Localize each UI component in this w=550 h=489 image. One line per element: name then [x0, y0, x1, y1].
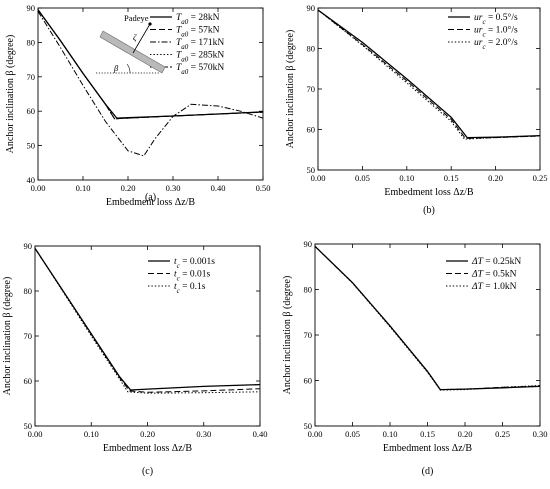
y-tick-label: 50: [27, 141, 36, 151]
y-tick-label: 60: [24, 376, 33, 386]
padeye-label: Padeye: [124, 13, 149, 23]
legend-entry: urc = 2.0°/s: [474, 37, 518, 51]
series-line-2: [314, 245, 541, 391]
x-axis-label: Embedment loss Δz/B: [106, 197, 196, 208]
y-tick-label: 70: [27, 72, 36, 82]
y-axis-label: Anchor inclination β (degree): [2, 277, 13, 396]
x-tick-label: 0.25: [495, 429, 510, 439]
x-tick-label: 0.30: [166, 183, 181, 193]
y-tick-label: 40: [27, 175, 36, 185]
x-tick-label: 0.25: [533, 173, 548, 183]
legend-entry: urc = 0.5°/s: [474, 12, 518, 26]
x-tick-label: 0.10: [84, 429, 99, 439]
y-tick-label: 60: [304, 376, 313, 386]
x-tick-label: 0.30: [533, 429, 548, 439]
chart-panel-d: 0.00 0.05 0.10 0.15 0.20 0.25 0.30 50 60 70 80 90 Em…: [282, 239, 547, 477]
y-tick-label: 70: [24, 331, 33, 341]
legend-entry: ΔT = 1.0kN: [471, 282, 517, 292]
series-line-1: [314, 245, 541, 391]
x-tick-label: 0.00: [28, 429, 43, 439]
y-tick-label: 80: [304, 285, 313, 295]
y-tick-label: 90: [307, 3, 316, 13]
legend-entry: Ta0 = 28kN: [176, 13, 220, 26]
legend-entry: tc = 0.1s: [174, 282, 206, 295]
panel-label: (c): [142, 466, 153, 477]
series-line-1: [34, 247, 261, 391]
legend-entry: Ta0 = 570kN: [176, 63, 224, 76]
anchor-schematic: Padeye β ζ: [96, 13, 166, 74]
x-tick-label: 0.20: [140, 429, 155, 439]
zeta-label: ζ: [133, 32, 137, 42]
y-tick-label: 70: [304, 330, 313, 340]
x-tick-label: 0.05: [345, 429, 360, 439]
y-tick-label: 90: [27, 3, 36, 13]
y-tick-label: 80: [27, 37, 36, 47]
y-axis-label: Anchor inclination β (degree): [285, 30, 296, 149]
series-line-3: [37, 11, 264, 157]
x-tick-label: 0.05: [355, 173, 370, 183]
padeye-shank-line: [132, 23, 151, 54]
padeye-point: [148, 22, 152, 26]
anchor-plate-shape: [99, 30, 166, 74]
panel-label: (a): [145, 192, 156, 203]
y-tick-label: 70: [307, 84, 316, 94]
x-axis-label: Embedment loss Δz/B: [103, 443, 193, 454]
legend-entry: Ta0 = 171kN: [176, 38, 224, 51]
y-tick-label: 60: [307, 125, 316, 135]
x-tick-label: 0.50: [256, 183, 271, 193]
y-tick-label: 80: [24, 286, 33, 296]
x-tick-label: 0.00: [311, 173, 326, 183]
series-line-5: [37, 9, 264, 120]
series-line-3: [317, 9, 541, 140]
x-tick-label: 0.40: [253, 429, 268, 439]
x-tick-label: 0.10: [76, 183, 91, 193]
plot-frame: [34, 245, 261, 427]
x-tick-label: 0.00: [31, 183, 46, 193]
y-axis-label: Anchor inclination β (degree): [282, 276, 293, 395]
legend-entry: ΔT = 0.25kN: [471, 257, 521, 267]
beta-label: β: [113, 63, 119, 73]
y-tick-label: 60: [27, 106, 36, 116]
y-tick-label: 80: [307, 44, 316, 54]
x-tick-label: 0.20: [458, 429, 473, 439]
legend-entry: tc = 0.001s: [174, 257, 215, 270]
legend-entry: Ta0 = 285kN: [176, 51, 224, 64]
x-tick-label: 0.15: [420, 429, 435, 439]
y-tick-label: 50: [307, 165, 316, 175]
x-tick-label: 0.20: [488, 173, 503, 183]
y-tick-label: 50: [24, 421, 33, 431]
x-axis-label: Embedment loss Δz/B: [384, 187, 474, 198]
series-line-2: [34, 248, 261, 393]
legend-entry: urc = 1.0°/s: [474, 25, 518, 39]
y-axis-label: Anchor inclination β (degree): [5, 35, 16, 154]
y-tick-label: 50: [304, 421, 313, 431]
series-line-2: [317, 9, 541, 139]
panel-label: (b): [423, 205, 435, 216]
chart-panel-a: 0.00 0.10 0.20 0.30 0.40 0.50 40 50 60 70 80 90 Embe…: [5, 3, 270, 208]
y-tick-label: 90: [304, 239, 313, 249]
y-tick-label: 90: [24, 241, 33, 251]
x-tick-label: 0.00: [308, 429, 323, 439]
chart-panel-b: 0.00 0.05 0.10 0.15 0.20 0.25 50 60 70 80 90 Embedm…: [285, 3, 547, 216]
series-line-3: [314, 245, 541, 391]
x-tick-label: 0.10: [383, 429, 398, 439]
plot-frame: [37, 7, 264, 181]
chart-panel-c: 0.00 0.10 0.20 0.30 0.40 50 60 70 80 90 Embedment …: [2, 241, 267, 477]
x-tick-label: 0.10: [399, 173, 414, 183]
x-axis-label: Embedment loss Δz/B: [383, 443, 473, 454]
legend-entry: Ta0 = 57kN: [176, 26, 220, 39]
beta-angle-arc: [126, 63, 131, 74]
series-line-3: [34, 248, 261, 394]
x-tick-label: 0.40: [211, 183, 226, 193]
panel-label: (d): [422, 466, 434, 477]
x-tick-label: 0.15: [444, 173, 459, 183]
x-tick-label: 0.20: [121, 183, 136, 193]
legend-entry: ΔT = 0.5kN: [471, 270, 517, 280]
legend-entry: tc = 0.01s: [174, 270, 210, 283]
x-tick-label: 0.30: [196, 429, 211, 439]
